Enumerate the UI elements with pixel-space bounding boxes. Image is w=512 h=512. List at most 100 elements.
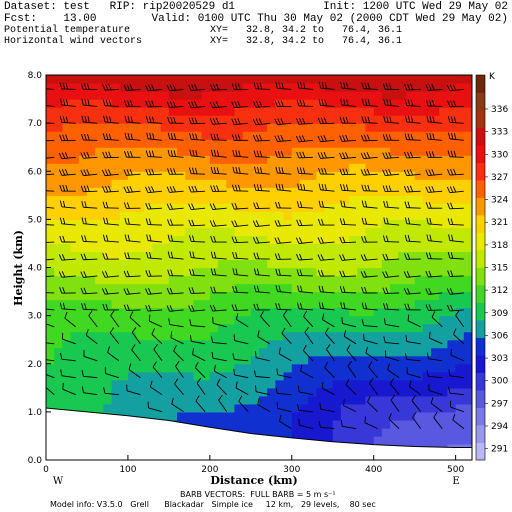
theta-cell bbox=[414, 171, 424, 180]
wind-barb bbox=[129, 311, 141, 328]
wind-barb bbox=[426, 370, 443, 379]
theta-cell bbox=[168, 155, 178, 164]
theta-cell bbox=[422, 347, 432, 357]
theta-cell bbox=[381, 139, 391, 148]
theta-cell bbox=[46, 275, 55, 285]
x-tick-label: 0 bbox=[43, 465, 49, 475]
theta-cell bbox=[398, 419, 408, 429]
theta-cell bbox=[95, 219, 104, 228]
theta-cell bbox=[177, 155, 186, 164]
theta-cell bbox=[127, 99, 137, 108]
theta-cell bbox=[185, 179, 195, 188]
theta-cell bbox=[160, 227, 170, 237]
theta-cell bbox=[226, 347, 236, 357]
theta-cell bbox=[349, 107, 358, 116]
theta-cell bbox=[422, 275, 432, 285]
theta-cell bbox=[283, 123, 293, 132]
wind-barb bbox=[167, 168, 184, 175]
wind-barb bbox=[80, 83, 98, 90]
theta-cell bbox=[267, 395, 276, 405]
theta-cell bbox=[316, 139, 326, 148]
theta-cell bbox=[447, 179, 457, 188]
theta-cell bbox=[431, 339, 440, 349]
theta-cell bbox=[422, 283, 432, 293]
theta-cell bbox=[439, 275, 449, 285]
wind-barb bbox=[145, 168, 163, 176]
theta-cell bbox=[308, 243, 317, 253]
theta-cell bbox=[406, 339, 416, 349]
theta-cell bbox=[119, 83, 129, 92]
theta-cell bbox=[127, 115, 137, 124]
theta-cell bbox=[193, 315, 203, 325]
theta-cell bbox=[406, 435, 416, 445]
wind-barb bbox=[146, 132, 163, 141]
theta-cell bbox=[291, 203, 301, 212]
theta-cell bbox=[70, 379, 80, 389]
theta-cell bbox=[267, 291, 276, 301]
theta-cell bbox=[365, 195, 375, 204]
theta-cell bbox=[193, 403, 203, 413]
theta-cell bbox=[283, 267, 293, 277]
theta-cell bbox=[86, 387, 96, 397]
theta-cell bbox=[275, 75, 285, 84]
wind-barb bbox=[388, 413, 400, 429]
theta-cell bbox=[218, 195, 227, 204]
y-tick-label: 0.0 bbox=[28, 456, 43, 466]
theta-cell bbox=[226, 219, 236, 228]
wind-barb bbox=[369, 377, 378, 395]
theta-cell bbox=[209, 267, 219, 277]
theta-cell bbox=[275, 339, 285, 349]
theta-cell bbox=[455, 123, 465, 132]
wind-barb bbox=[404, 303, 421, 311]
theta-cell bbox=[365, 123, 375, 132]
theta-cell bbox=[463, 315, 472, 325]
theta-cell bbox=[160, 275, 170, 285]
wind-barb bbox=[425, 151, 443, 158]
theta-cell bbox=[46, 315, 55, 325]
theta-cell bbox=[218, 259, 227, 269]
theta-cell bbox=[332, 187, 342, 196]
wind-barb bbox=[303, 310, 314, 328]
wind-barb bbox=[383, 98, 400, 107]
wind-barb bbox=[254, 385, 270, 396]
theta-cell bbox=[308, 275, 317, 285]
theta-cell bbox=[177, 147, 186, 156]
theta-cell bbox=[340, 211, 350, 220]
theta-cell bbox=[406, 235, 416, 245]
theta-cell bbox=[62, 323, 72, 333]
wind-barb bbox=[431, 311, 443, 328]
theta-cell bbox=[54, 251, 63, 261]
theta-cell bbox=[357, 211, 367, 220]
theta-cell bbox=[275, 427, 285, 437]
theta-cell bbox=[46, 195, 55, 204]
theta-cell bbox=[136, 323, 145, 333]
header-line1-right: Init: 1200 UTC Wed 29 May 02 bbox=[323, 1, 508, 13]
theta-cell bbox=[144, 235, 154, 245]
theta-cell bbox=[332, 363, 342, 373]
theta-cell bbox=[209, 275, 219, 285]
theta-cell bbox=[86, 227, 96, 237]
theta-cell bbox=[168, 83, 178, 92]
y-tick-label: 5.0 bbox=[28, 215, 43, 225]
theta-cell bbox=[431, 179, 440, 188]
x-tick-label: 400 bbox=[365, 465, 382, 475]
theta-cell bbox=[136, 355, 145, 365]
theta-cell bbox=[259, 203, 268, 212]
theta-cell bbox=[390, 331, 399, 341]
wind-barb bbox=[167, 132, 184, 141]
theta-cell bbox=[349, 163, 358, 172]
theta-cell bbox=[422, 363, 432, 373]
theta-cell bbox=[324, 227, 334, 237]
wind-barb bbox=[297, 81, 313, 90]
theta-cell bbox=[357, 355, 367, 365]
theta-cell bbox=[218, 331, 227, 341]
theta-cell bbox=[447, 283, 457, 293]
theta-cell bbox=[193, 275, 203, 285]
theta-cell bbox=[144, 307, 154, 317]
theta-cell bbox=[349, 211, 358, 220]
theta-cell bbox=[349, 155, 358, 164]
theta-cell bbox=[201, 403, 211, 413]
theta-cell bbox=[340, 195, 350, 204]
theta-cell bbox=[299, 187, 309, 196]
theta-cell bbox=[398, 163, 408, 172]
